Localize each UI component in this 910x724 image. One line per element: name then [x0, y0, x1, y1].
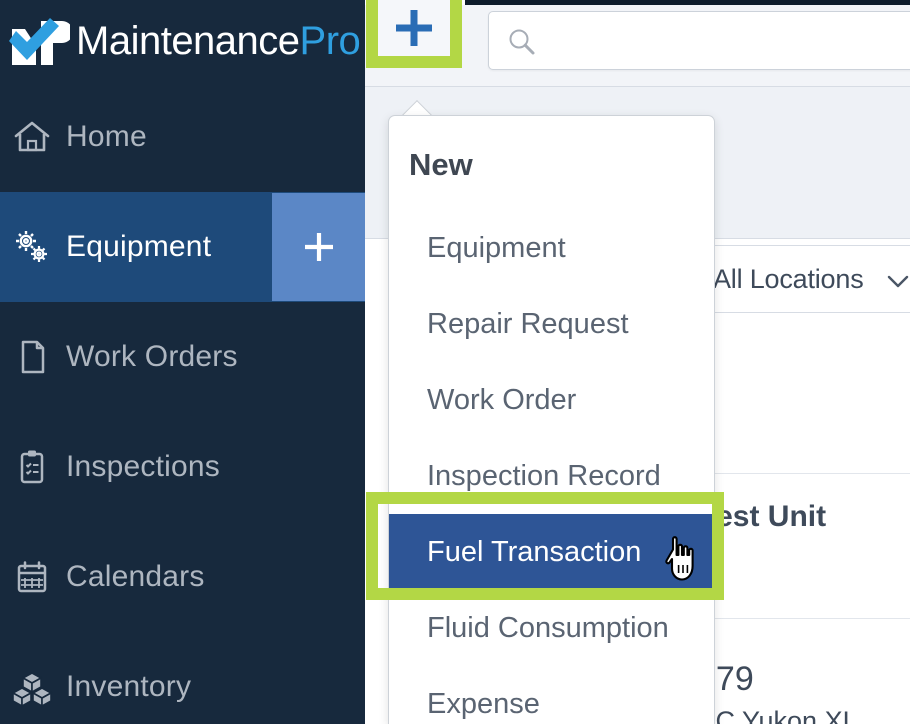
menu-item-work-order-label: Work Order [427, 383, 577, 416]
sidebar-item-inventory[interactable]: Inventory [0, 632, 365, 724]
sidebar-item-equipment-label: Equipment [66, 230, 212, 263]
sidebar-item-calendars[interactable]: Calendars [0, 522, 365, 632]
menu-item-work-order[interactable]: Work Order [389, 362, 714, 438]
menu-item-expense[interactable]: Expense [389, 666, 714, 724]
menu-item-inspection-record-label: Inspection Record [427, 459, 661, 492]
clipboard-icon [10, 445, 54, 489]
home-icon [10, 115, 54, 159]
brand-title-plain: Maintenance [76, 18, 300, 63]
boxes-icon [10, 665, 54, 709]
brand-title-accent: Pro [299, 18, 361, 63]
menu-list: Equipment Repair Request Work Order Insp… [389, 210, 714, 724]
mp-checkmark-logo-icon [8, 15, 73, 67]
fuel-transaction-highlight-box [366, 492, 724, 600]
sidebar-item-equipment[interactable]: Equipment [0, 192, 365, 302]
list-row-subtitle: MC Yukon XL [693, 706, 858, 724]
search-input[interactable] [547, 12, 907, 69]
gears-icon [10, 225, 54, 269]
location-filter-value: All Locations [713, 263, 864, 294]
plus-icon [304, 233, 333, 261]
sidebar-item-inspections-label: Inspections [66, 450, 220, 483]
document-icon [10, 335, 54, 379]
brand-title: MaintenancePro [76, 18, 361, 64]
menu-item-repair-request-label: Repair Request [427, 307, 629, 340]
new-dropdown-menu: New Equipment Repair Request Work Order … [388, 115, 715, 724]
menu-item-equipment[interactable]: Equipment [389, 210, 714, 286]
sidebar-item-inventory-label: Inventory [66, 670, 192, 703]
location-filter-select[interactable]: All Locations [697, 245, 910, 313]
calendar-icon [10, 555, 54, 599]
add-button-highlight-box [366, 0, 462, 68]
sidebar-item-home-label: Home [66, 120, 147, 153]
menu-item-fuel-transaction[interactable]: Fuel Transaction [389, 514, 714, 590]
menu-item-equipment-label: Equipment [427, 231, 566, 264]
sidebar: MaintenancePro Home [0, 0, 365, 724]
menu-title: New [409, 147, 473, 182]
menu-item-fluid-consumption[interactable]: Fluid Consumption [389, 590, 714, 666]
header-divider [365, 86, 910, 87]
sidebar-item-work-orders-label: Work Orders [66, 340, 238, 373]
chevron-down-icon [885, 268, 910, 294]
search-icon [508, 28, 536, 56]
sidebar-item-inspections[interactable]: Inspections [0, 412, 365, 522]
pointer-hand-cursor-icon [662, 535, 702, 583]
plus-icon [396, 10, 432, 46]
menu-item-fluid-consumption-label: Fluid Consumption [427, 611, 669, 644]
menu-item-expense-label: Expense [427, 687, 540, 720]
sidebar-nav: Home [0, 82, 365, 724]
sidebar-equipment-add-button[interactable] [272, 193, 365, 301]
topbar-add-button[interactable] [378, 0, 450, 56]
window-top-strip [465, 0, 910, 5]
global-search-box[interactable] [488, 11, 910, 70]
sidebar-item-calendars-label: Calendars [66, 560, 205, 593]
menu-item-fuel-transaction-label: Fuel Transaction [427, 535, 642, 568]
brand-logo-area[interactable]: MaintenancePro [0, 0, 365, 82]
sidebar-item-work-orders[interactable]: Work Orders [0, 302, 365, 412]
list-row-divider-top [600, 473, 910, 474]
sidebar-item-home[interactable]: Home [0, 82, 365, 192]
menu-item-inspection-record[interactable]: Inspection Record [389, 438, 714, 514]
menu-item-repair-request[interactable]: Repair Request [389, 286, 714, 362]
list-row-divider-bottom [600, 618, 910, 619]
